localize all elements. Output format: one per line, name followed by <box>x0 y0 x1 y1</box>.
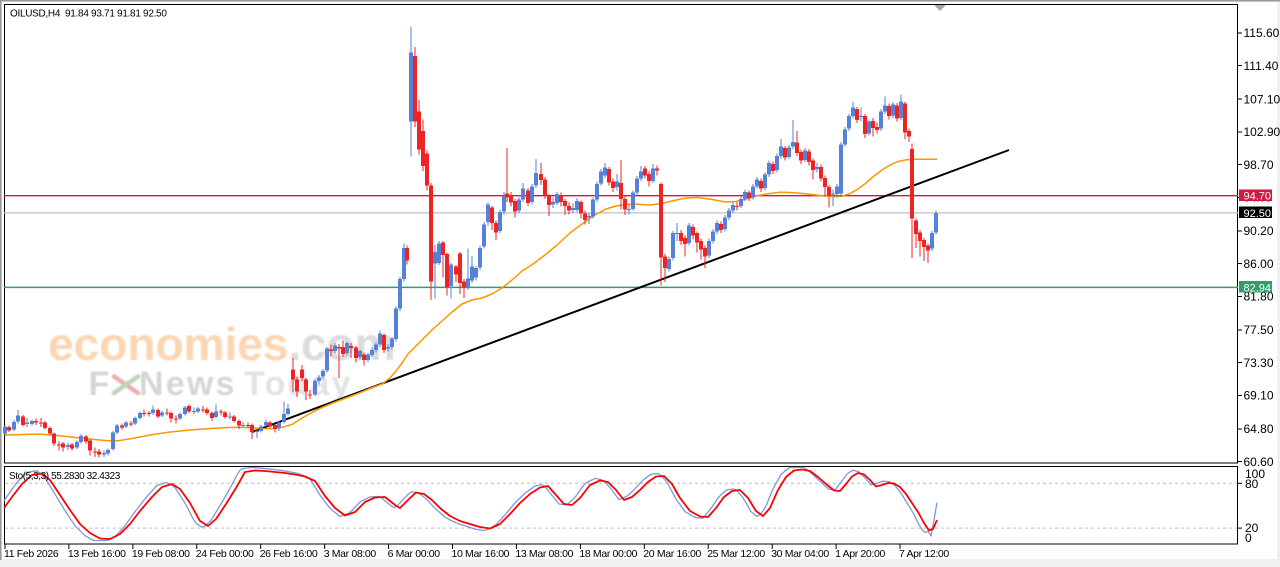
svg-text:69.10: 69.10 <box>1244 389 1274 403</box>
svg-text:86.00: 86.00 <box>1244 257 1274 271</box>
svg-text:102.90: 102.90 <box>1244 125 1280 139</box>
svg-text:73.30: 73.30 <box>1244 356 1274 370</box>
svg-text:81.80: 81.80 <box>1244 290 1274 304</box>
svg-text:6 Mar 00:00: 6 Mar 00:00 <box>388 548 441 560</box>
svg-text:64.80: 64.80 <box>1244 422 1274 436</box>
svg-text:3 Mar 08:00: 3 Mar 08:00 <box>324 548 377 560</box>
svg-text:92.50: 92.50 <box>1244 208 1272 220</box>
svg-text:98.70: 98.70 <box>1244 158 1274 172</box>
svg-text:82.94: 82.94 <box>1244 282 1272 294</box>
svg-text:7 Apr 12:00: 7 Apr 12:00 <box>899 548 949 560</box>
svg-text:20 Mar 16:00: 20 Mar 16:00 <box>643 548 701 560</box>
svg-text:F: F <box>89 365 112 403</box>
svg-text:Sto(5,3,3) 55.2830 32.4323: Sto(5,3,3) 55.2830 32.4323 <box>9 471 121 482</box>
svg-text:90.20: 90.20 <box>1244 224 1274 238</box>
svg-text:100: 100 <box>1245 467 1265 481</box>
svg-text:80: 80 <box>1245 477 1259 491</box>
svg-text:13 Feb 16:00: 13 Feb 16:00 <box>68 548 126 560</box>
svg-text:0: 0 <box>1245 531 1252 545</box>
svg-text:News: News <box>139 365 237 403</box>
svg-text:25 Mar 12:00: 25 Mar 12:00 <box>707 548 765 560</box>
svg-text:60.60: 60.60 <box>1244 455 1274 469</box>
svg-text:11 Feb 2026: 11 Feb 2026 <box>4 548 59 560</box>
svg-text:18 Mar 00:00: 18 Mar 00:00 <box>579 548 637 560</box>
svg-text:13 Mar 08:00: 13 Mar 08:00 <box>515 548 573 560</box>
svg-text:115.60: 115.60 <box>1244 26 1280 40</box>
svg-text:19 Feb 08:00: 19 Feb 08:00 <box>132 548 190 560</box>
svg-text:economies.com: economies.com <box>48 318 396 370</box>
svg-text:111.40: 111.40 <box>1244 59 1279 73</box>
svg-text:20: 20 <box>1245 521 1259 535</box>
svg-text:24 Feb 00:00: 24 Feb 00:00 <box>196 548 254 560</box>
svg-text:94.70: 94.70 <box>1244 191 1272 203</box>
svg-text:10 Mar 16:00: 10 Mar 16:00 <box>452 548 510 560</box>
svg-text:1 Apr 20:00: 1 Apr 20:00 <box>835 548 885 560</box>
svg-text:107.10: 107.10 <box>1244 92 1280 106</box>
svg-text:26 Feb 16:00: 26 Feb 16:00 <box>260 548 318 560</box>
svg-text:77.50: 77.50 <box>1244 323 1274 337</box>
svg-text:30 Mar 04:00: 30 Mar 04:00 <box>771 548 829 560</box>
svg-text:OILUSD,H4 91.84 93.71 91.81 9: OILUSD,H4 91.84 93.71 91.81 92.50 <box>10 9 167 20</box>
